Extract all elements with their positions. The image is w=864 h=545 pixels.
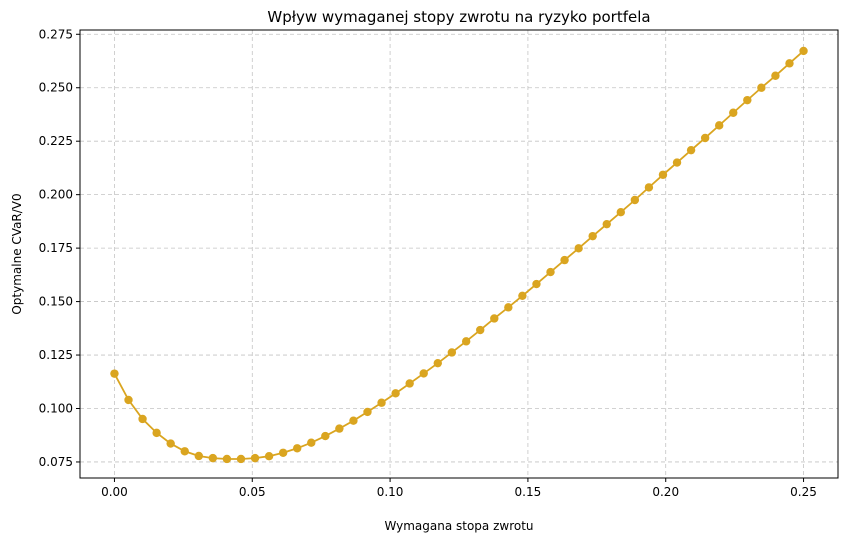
y-tick-label: 0.100 [39, 402, 73, 416]
data-point [532, 279, 541, 289]
data-point [321, 431, 330, 441]
data-point [644, 183, 654, 192]
data-point [152, 428, 161, 438]
data-point [447, 348, 457, 357]
data-point [208, 453, 218, 463]
data-point [222, 454, 232, 464]
axis-ticks: 0.00 0.05 0.10 0.15 0.20 0.25 0.075 0.100 0.125 0… [39, 27, 817, 499]
data-point [743, 95, 752, 105]
data-point [264, 451, 274, 461]
data-point [574, 244, 583, 253]
data-point [461, 337, 471, 346]
data-point [715, 121, 724, 130]
data-point [799, 46, 808, 56]
data-point [658, 170, 668, 179]
x-tick-label: 0.10 [377, 485, 404, 499]
data-point [672, 158, 682, 167]
data-point [278, 448, 288, 457]
y-tick-label: 0.150 [39, 295, 73, 309]
y-tick-label: 0.175 [39, 241, 73, 255]
data-point [700, 133, 710, 143]
data-point [588, 231, 597, 241]
data-point [391, 389, 400, 398]
data-point [293, 444, 302, 453]
y-axis-label: Optymalne CVaR/V0 [10, 193, 24, 314]
data-point [602, 219, 611, 229]
series-line [113, 50, 805, 460]
data-point [250, 453, 260, 463]
data-point [166, 439, 175, 448]
data-point [307, 438, 316, 447]
y-tick-label: 0.200 [39, 188, 73, 202]
data-point [771, 71, 780, 80]
y-tick-label: 0.075 [39, 455, 73, 469]
data-point [349, 416, 358, 425]
data-point [729, 108, 738, 117]
x-tick-label: 0.15 [515, 485, 542, 499]
grid-lines [80, 30, 838, 478]
data-point [363, 407, 372, 417]
plot-frame [79, 29, 839, 479]
data-point [138, 414, 147, 424]
chart-title: Wpływ wymaganej stopy zwrotu na ryzyko p… [267, 8, 650, 26]
y-tick-label: 0.225 [39, 134, 73, 148]
y-tick-label: 0.250 [39, 81, 73, 95]
x-axis-label: Wymagana stopa zwrotu [384, 519, 533, 533]
data-point [518, 291, 527, 301]
y-tick-label: 0.275 [39, 27, 73, 41]
data-point [110, 369, 119, 378]
data-point [546, 267, 555, 277]
y-tick-label: 0.125 [39, 348, 73, 362]
data-point [630, 195, 640, 205]
data-point [490, 314, 499, 323]
x-tick-label: 0.25 [790, 485, 817, 499]
data-point [504, 303, 513, 312]
data-point [476, 325, 485, 335]
data-point [124, 395, 133, 405]
data-point [335, 424, 344, 433]
data-point [419, 369, 428, 378]
data-point [757, 83, 766, 92]
data-point [433, 358, 442, 368]
data-point [194, 451, 203, 461]
x-tick-label: 0.20 [652, 485, 679, 499]
data-point [236, 454, 246, 464]
data-point [785, 59, 794, 68]
x-tick-label: 0.05 [239, 485, 266, 499]
data-point [377, 398, 386, 407]
data-point [560, 255, 569, 265]
data-point [686, 145, 696, 155]
data-point [405, 379, 414, 388]
series-cvar [110, 46, 808, 464]
x-tick-label: 0.00 [101, 485, 128, 499]
data-point [616, 207, 625, 217]
data-point [180, 447, 189, 456]
